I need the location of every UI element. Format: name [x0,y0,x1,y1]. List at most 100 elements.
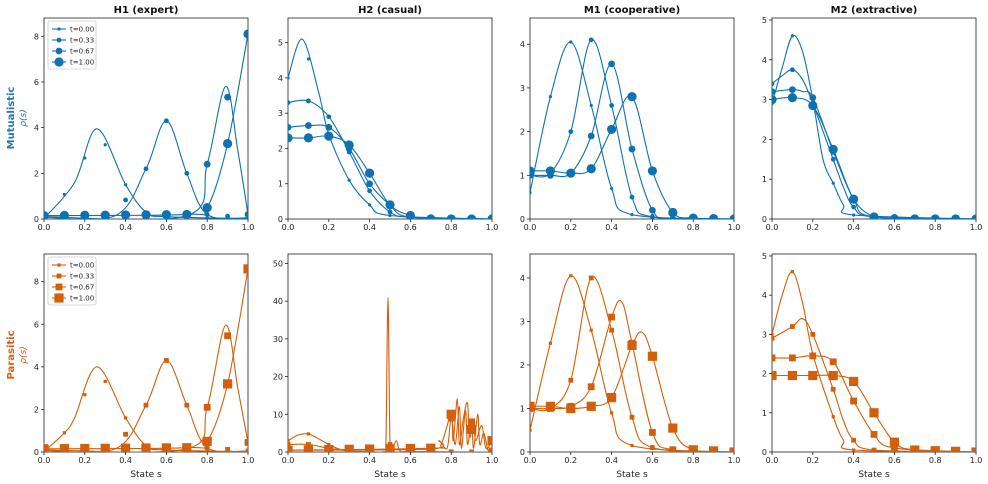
series-line [772,89,976,219]
y-tick-label: 1 [520,171,525,180]
data-point [772,332,774,336]
y-tick-label: 30 [273,335,283,344]
data-point [930,214,940,219]
series-t=1.00 [772,93,976,219]
data-point [365,444,375,452]
data-point [548,95,553,99]
data-point [629,414,635,420]
y-tick-label: 4 [34,363,39,372]
data-point [288,133,293,143]
data-point [630,443,634,448]
data-point [141,443,151,452]
x-tick-label: 0.0 [524,223,537,232]
data-point [729,447,734,452]
y-tick-label: 6 [34,320,39,329]
series-line [44,324,248,452]
data-point [568,377,574,383]
series-line [530,299,734,452]
data-point [204,212,210,217]
data-point [851,204,856,210]
panels: H1 (expert) 0 2 4 6 8 0.0 0.2 0.4 0.6 0.8 1.0 t=0.00… [34,5,982,480]
y-tick-label: 2 [520,361,525,370]
data-point [849,376,859,387]
x-tick-label: 1.0 [242,456,255,465]
data-point [288,100,291,106]
data-point [669,446,677,452]
data-point [790,34,795,38]
series-t=0.67 [772,352,976,452]
data-point [344,444,354,452]
x-tick-label: 0.4 [119,223,132,232]
y-tick-label: 3 [520,84,525,93]
data-point [365,168,375,178]
y-tick-label: 3 [278,109,283,118]
data-point [851,437,856,443]
data-point [487,436,492,446]
data-point [587,132,595,140]
x-tick-label: 0.8 [929,223,942,232]
data-point [789,354,796,362]
data-point [225,446,230,452]
data-point [627,92,637,102]
series-t=1.00 [288,398,492,452]
series-t=0.00 [44,366,248,452]
data-point [368,203,372,207]
data-point [387,209,393,215]
data-point [124,183,128,187]
data-point [306,98,311,104]
data-point [951,214,961,219]
y-tick-label: 3 [762,96,767,105]
data-point [103,379,107,384]
y-tick-label: 8 [34,32,39,41]
legend-marker [56,273,62,279]
x-tick-label: 0.6 [888,456,901,465]
series-line [288,38,492,219]
x-tick-label: 0.2 [78,456,91,465]
data-point [545,166,556,176]
data-point [789,86,796,94]
data-point [303,445,313,452]
x-tick-label: 0.2 [564,456,577,465]
x-tick-label: 0.0 [524,456,537,465]
data-point [869,408,879,418]
x-tick-label: 0.2 [564,223,577,232]
data-point [628,145,636,153]
y-tick-label: 0 [762,215,767,224]
series-t=1.00 [772,370,976,452]
y-tick-label: 0 [520,215,525,224]
series-line [772,96,976,219]
data-point [161,209,171,219]
y-tick-label: 4 [762,291,767,300]
data-point [184,402,190,408]
x-tick-label: 0.8 [201,223,214,232]
data-point [202,202,212,213]
x-tick-label: 1.0 [970,223,983,232]
data-point [649,206,656,214]
data-point [548,341,552,345]
x-tick-label: 0.2 [806,223,819,232]
y-tick-label: 1 [278,180,283,189]
data-point [448,449,454,452]
x-tick-label: 0.4 [847,456,860,465]
y-tick-label: 2 [520,128,525,137]
axes-frame [529,17,735,220]
data-point [790,324,795,329]
data-point [610,186,614,191]
y-tick-label: 0 [34,215,39,224]
y-tick-label: 3 [520,317,525,326]
y-tick-label: 40 [273,297,283,306]
y-tick-label: 10 [273,410,283,419]
data-point [910,445,920,452]
data-point [809,94,817,102]
y-tick-label: 5 [278,39,283,48]
data-point [790,67,795,73]
y-tick-label: 20 [273,373,283,382]
x-tick-label: 0.6 [646,223,659,232]
data-point [586,164,596,174]
y-tick-label: 4 [520,40,525,49]
data-point [244,439,248,446]
data-point [589,328,593,332]
legend-label: t=1.00 [70,59,94,67]
series-t=0.00 [288,38,492,219]
data-point [587,383,595,391]
